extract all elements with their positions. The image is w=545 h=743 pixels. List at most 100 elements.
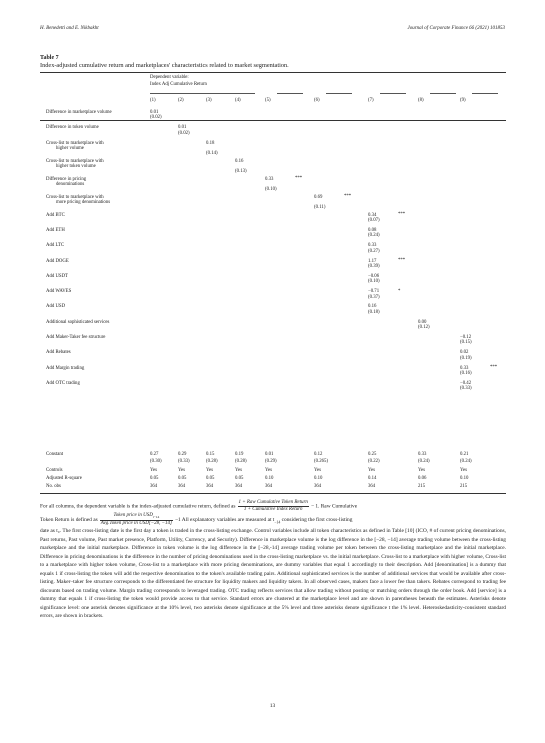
stat-value: 364: [265, 483, 273, 489]
coefficient: 0.02: [460, 350, 469, 356]
stat-value: 0.14: [368, 475, 377, 481]
column-group-rule: [430, 93, 456, 94]
row-label: Add USDT: [46, 273, 68, 279]
column-header: (5): [265, 98, 271, 103]
standard-error: (0.24): [368, 233, 380, 239]
constant-standard-error: (0.28): [206, 459, 218, 464]
notes-line-2: Token Return is defined as Token price in…: [40, 513, 353, 526]
dep-var-rule: [150, 93, 255, 94]
row-label: No. obs: [46, 483, 61, 489]
coefficient: 0.01: [150, 110, 159, 115]
standard-error: (0.39): [368, 263, 380, 269]
row-label: Add ETH: [46, 227, 65, 233]
significance-stars: *: [398, 288, 401, 294]
stat-value: Yes: [265, 468, 272, 473]
constant-coefficient: 0.01: [265, 452, 274, 457]
constant-coefficient: 0.15: [206, 452, 215, 457]
column-header: (2): [178, 98, 184, 103]
standard-error: (0.14): [206, 151, 218, 157]
table-notes: For all columns, the dependent variable …: [40, 500, 506, 621]
column-header: (4): [235, 98, 241, 103]
stat-value: 0.05: [178, 475, 187, 481]
coefficient: −0.42: [460, 380, 472, 386]
stat-value: 0.10: [265, 475, 274, 481]
stat-value: 0.10: [314, 475, 323, 481]
coefficient: 0.34: [368, 212, 377, 218]
column-header: (9): [460, 98, 466, 103]
coefficient: −0.12: [460, 335, 472, 340]
row-label: Add USD: [46, 304, 66, 310]
raw-return-formula: Token price in USDt−14 Avg.Token price in…: [99, 513, 174, 526]
constant-standard-error: (0.24): [460, 459, 472, 464]
standard-error: (0.16): [460, 371, 472, 376]
notes-body: date as t₀. The first cross-listing date…: [40, 528, 506, 620]
row-label: Add DOGE: [46, 258, 69, 264]
significance-stars: ***: [398, 258, 406, 263]
coefficient: 0.33: [368, 243, 377, 249]
row-label: higher volume: [56, 146, 84, 151]
significance-stars: ***: [344, 194, 352, 200]
standard-error: (0.12): [418, 325, 430, 331]
row-label: Difference in marketplace volume: [46, 110, 112, 115]
coefficient: 0.01: [178, 125, 187, 131]
coefficient: 1.17: [368, 258, 377, 264]
standard-error: (0.37): [368, 294, 380, 300]
standard-error: (0.02): [150, 115, 162, 121]
row-label: Add Rebates: [46, 350, 71, 356]
row-label: Add Margin trading: [46, 365, 85, 371]
column-group-rule: [472, 93, 498, 94]
row-label: Add OTC trading: [46, 380, 80, 386]
coefficient: −0.71: [368, 289, 380, 295]
stat-value: 0.05: [235, 475, 244, 481]
constant-standard-error: (0.30): [150, 459, 162, 464]
stat-value: 0.05: [206, 475, 215, 481]
coefficient: 0.00: [418, 319, 427, 325]
stat-value: Yes: [368, 468, 375, 473]
stat-value: Yes: [178, 468, 185, 473]
constant-coefficient: 0.27: [150, 452, 159, 457]
constant-standard-error: (0.22): [368, 459, 380, 464]
column-group-rule: [326, 93, 352, 94]
coefficient: 0.16: [368, 304, 377, 310]
column-header: (1): [150, 98, 156, 103]
stat-value: Yes: [314, 468, 321, 473]
table-title: Table 7: [40, 55, 59, 61]
row-label: more pricing denominations: [56, 200, 111, 205]
constant-coefficient: 0.33: [418, 452, 427, 457]
stat-value: 0.10: [460, 475, 469, 481]
stat-value: Yes: [206, 468, 213, 473]
coefficient: −0.06: [368, 273, 380, 279]
stat-value: 0.06: [418, 475, 427, 481]
standard-error: (0.18): [368, 309, 380, 315]
row-label: Add Maker-Taker fee structure: [46, 335, 106, 340]
constant-coefficient: 0.21: [460, 452, 469, 457]
stat-value: 215: [418, 483, 426, 489]
constant-standard-error: (0.24): [418, 459, 430, 464]
constant-coefficient: 0.19: [235, 452, 244, 457]
standard-error: (0.13): [235, 169, 247, 175]
significance-stars: ***: [490, 365, 498, 371]
dep-var-label: Dependent variable:: [150, 75, 189, 80]
coefficient: 0.33: [265, 176, 274, 182]
column-header: (8): [418, 98, 424, 103]
page-number: 13: [269, 703, 276, 709]
row-label: Cross-list to marketplace with: [46, 140, 104, 146]
dep-var-name: Index Adj Cumulative Return: [150, 82, 207, 87]
constant-standard-error: (0.265): [314, 459, 328, 464]
stat-value: 364: [178, 483, 186, 489]
constant-coefficient: 0.29: [178, 452, 187, 457]
stat-value: 215: [460, 483, 468, 489]
stat-value: Yes: [235, 468, 242, 473]
coefficient: 0.16: [235, 158, 244, 164]
coefficient: 0.33: [460, 365, 469, 371]
row-label: Add WAVES: [46, 289, 72, 295]
row-label: Add BTC: [46, 212, 65, 218]
column-header: (7): [368, 98, 374, 103]
running-header-authors: H. Benedetti and E. Nikbakht: [40, 26, 99, 31]
row-label: Cross-list to marketplace with: [46, 158, 104, 164]
row-label: Difference in token volume: [46, 125, 99, 131]
row-label: Adjusted R-square: [46, 475, 82, 481]
notes-line-1: For all columns, the dependent variable …: [40, 500, 358, 512]
column-group-rule: [277, 93, 303, 94]
table-top-rule: [40, 72, 506, 73]
